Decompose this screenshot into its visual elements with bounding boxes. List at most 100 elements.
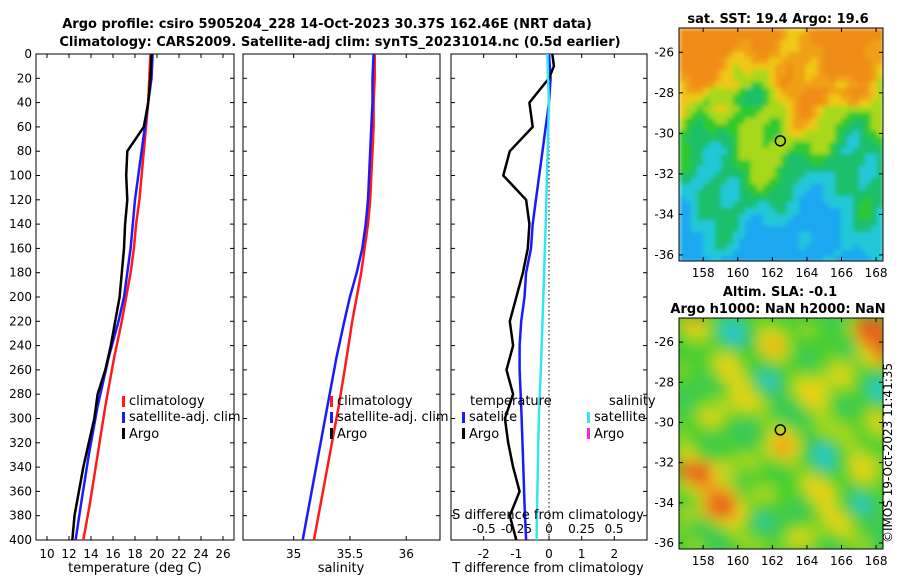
sst-cell	[745, 94, 752, 101]
sla-cell	[751, 494, 760, 503]
sst-cell	[847, 196, 854, 203]
sla-cell	[735, 438, 744, 447]
sst-cell	[679, 64, 686, 71]
sst-cell	[697, 100, 704, 107]
sla-cell	[743, 462, 752, 471]
sst-cell	[847, 226, 854, 233]
sst-cell	[793, 112, 800, 119]
sla-cell	[687, 350, 696, 359]
legend-swatch-satellite	[122, 412, 125, 423]
sst-cell	[817, 214, 824, 221]
sst-cell	[775, 112, 782, 119]
sla-cell	[679, 358, 688, 367]
sst-cell	[865, 124, 872, 131]
sst-cell	[763, 142, 770, 149]
sla-cell	[871, 350, 880, 359]
sla-cell	[799, 462, 808, 471]
sla-cell	[823, 438, 832, 447]
sst-cell	[739, 190, 746, 197]
sst-cell	[865, 202, 872, 209]
sst-cell	[793, 28, 800, 35]
sst-cell	[769, 226, 776, 233]
sla-cell	[863, 494, 872, 503]
sst-cell	[805, 166, 812, 173]
sst-cell	[721, 238, 728, 245]
sla-cell	[879, 534, 883, 543]
sst-cell	[739, 118, 746, 125]
sst-cell	[823, 202, 830, 209]
sla-cell	[679, 422, 688, 431]
sla-cell	[759, 502, 768, 511]
sst-cell	[823, 118, 830, 125]
sla-cell	[695, 398, 704, 407]
sst-cell	[751, 160, 758, 167]
sla-cell	[879, 486, 883, 495]
sla-cell	[807, 406, 816, 415]
sla-cell	[767, 518, 776, 527]
sla-cell	[847, 510, 856, 519]
sst-cell	[841, 202, 848, 209]
sst-cell	[787, 178, 794, 185]
sst-cell	[679, 112, 686, 119]
sst-cell	[841, 112, 848, 119]
sst-cell	[745, 148, 752, 155]
sst-cell	[739, 64, 746, 71]
sla-cell	[871, 542, 880, 549]
sla-cell	[687, 454, 696, 463]
sla-cell	[711, 478, 720, 487]
sst-cell	[871, 184, 878, 191]
sla-cell	[751, 478, 760, 487]
sst-cell	[745, 82, 752, 89]
y-tick-label: 380	[9, 509, 32, 523]
sst-cell	[739, 124, 746, 131]
sla-cell	[727, 318, 736, 327]
sst-cell	[715, 166, 722, 173]
sst-cell	[781, 52, 788, 59]
sst-cell	[829, 88, 836, 95]
sla-cell	[703, 390, 712, 399]
sst-cell	[769, 250, 776, 257]
sst-cell	[703, 214, 710, 221]
sst-cell	[781, 142, 788, 149]
sla-cell	[839, 518, 848, 527]
sla-cell	[775, 470, 784, 479]
sla-cell	[799, 390, 808, 399]
sst-cell	[859, 106, 866, 113]
sla-cell	[735, 342, 744, 351]
sst-cell	[787, 226, 794, 233]
sst-cell	[691, 124, 698, 131]
sst-cell	[829, 70, 836, 77]
sst-cell	[763, 106, 770, 113]
sst-cell	[739, 76, 746, 83]
sst-cell	[793, 58, 800, 65]
sst-cell	[877, 124, 883, 131]
legend-swatch-climatology	[122, 396, 125, 407]
sla-cell	[695, 454, 704, 463]
sst-cell	[775, 58, 782, 65]
sla-cell	[831, 510, 840, 519]
sst-cell	[691, 94, 698, 101]
sla-cell	[695, 406, 704, 415]
sst-cell	[709, 124, 716, 131]
sst-cell	[739, 196, 746, 203]
sst-cell	[787, 184, 794, 191]
sst-cell	[799, 190, 806, 197]
sst-cell	[805, 70, 812, 77]
sla-cell	[695, 446, 704, 455]
sla-cell	[759, 518, 768, 527]
sst-cell	[733, 76, 740, 83]
sla-cell	[799, 382, 808, 391]
sst-cell	[841, 106, 848, 113]
sst-cell	[859, 220, 866, 227]
sst-cell	[829, 34, 836, 41]
sst-cell	[769, 88, 776, 95]
sst-cell	[715, 208, 722, 215]
sst-cell	[859, 238, 866, 245]
sla-cell	[719, 438, 728, 447]
sla-cell	[727, 342, 736, 351]
sla-cell	[855, 422, 864, 431]
sst-cell	[859, 58, 866, 65]
sla-cell	[815, 422, 824, 431]
sst-cell	[775, 28, 782, 35]
sst-cell	[799, 100, 806, 107]
